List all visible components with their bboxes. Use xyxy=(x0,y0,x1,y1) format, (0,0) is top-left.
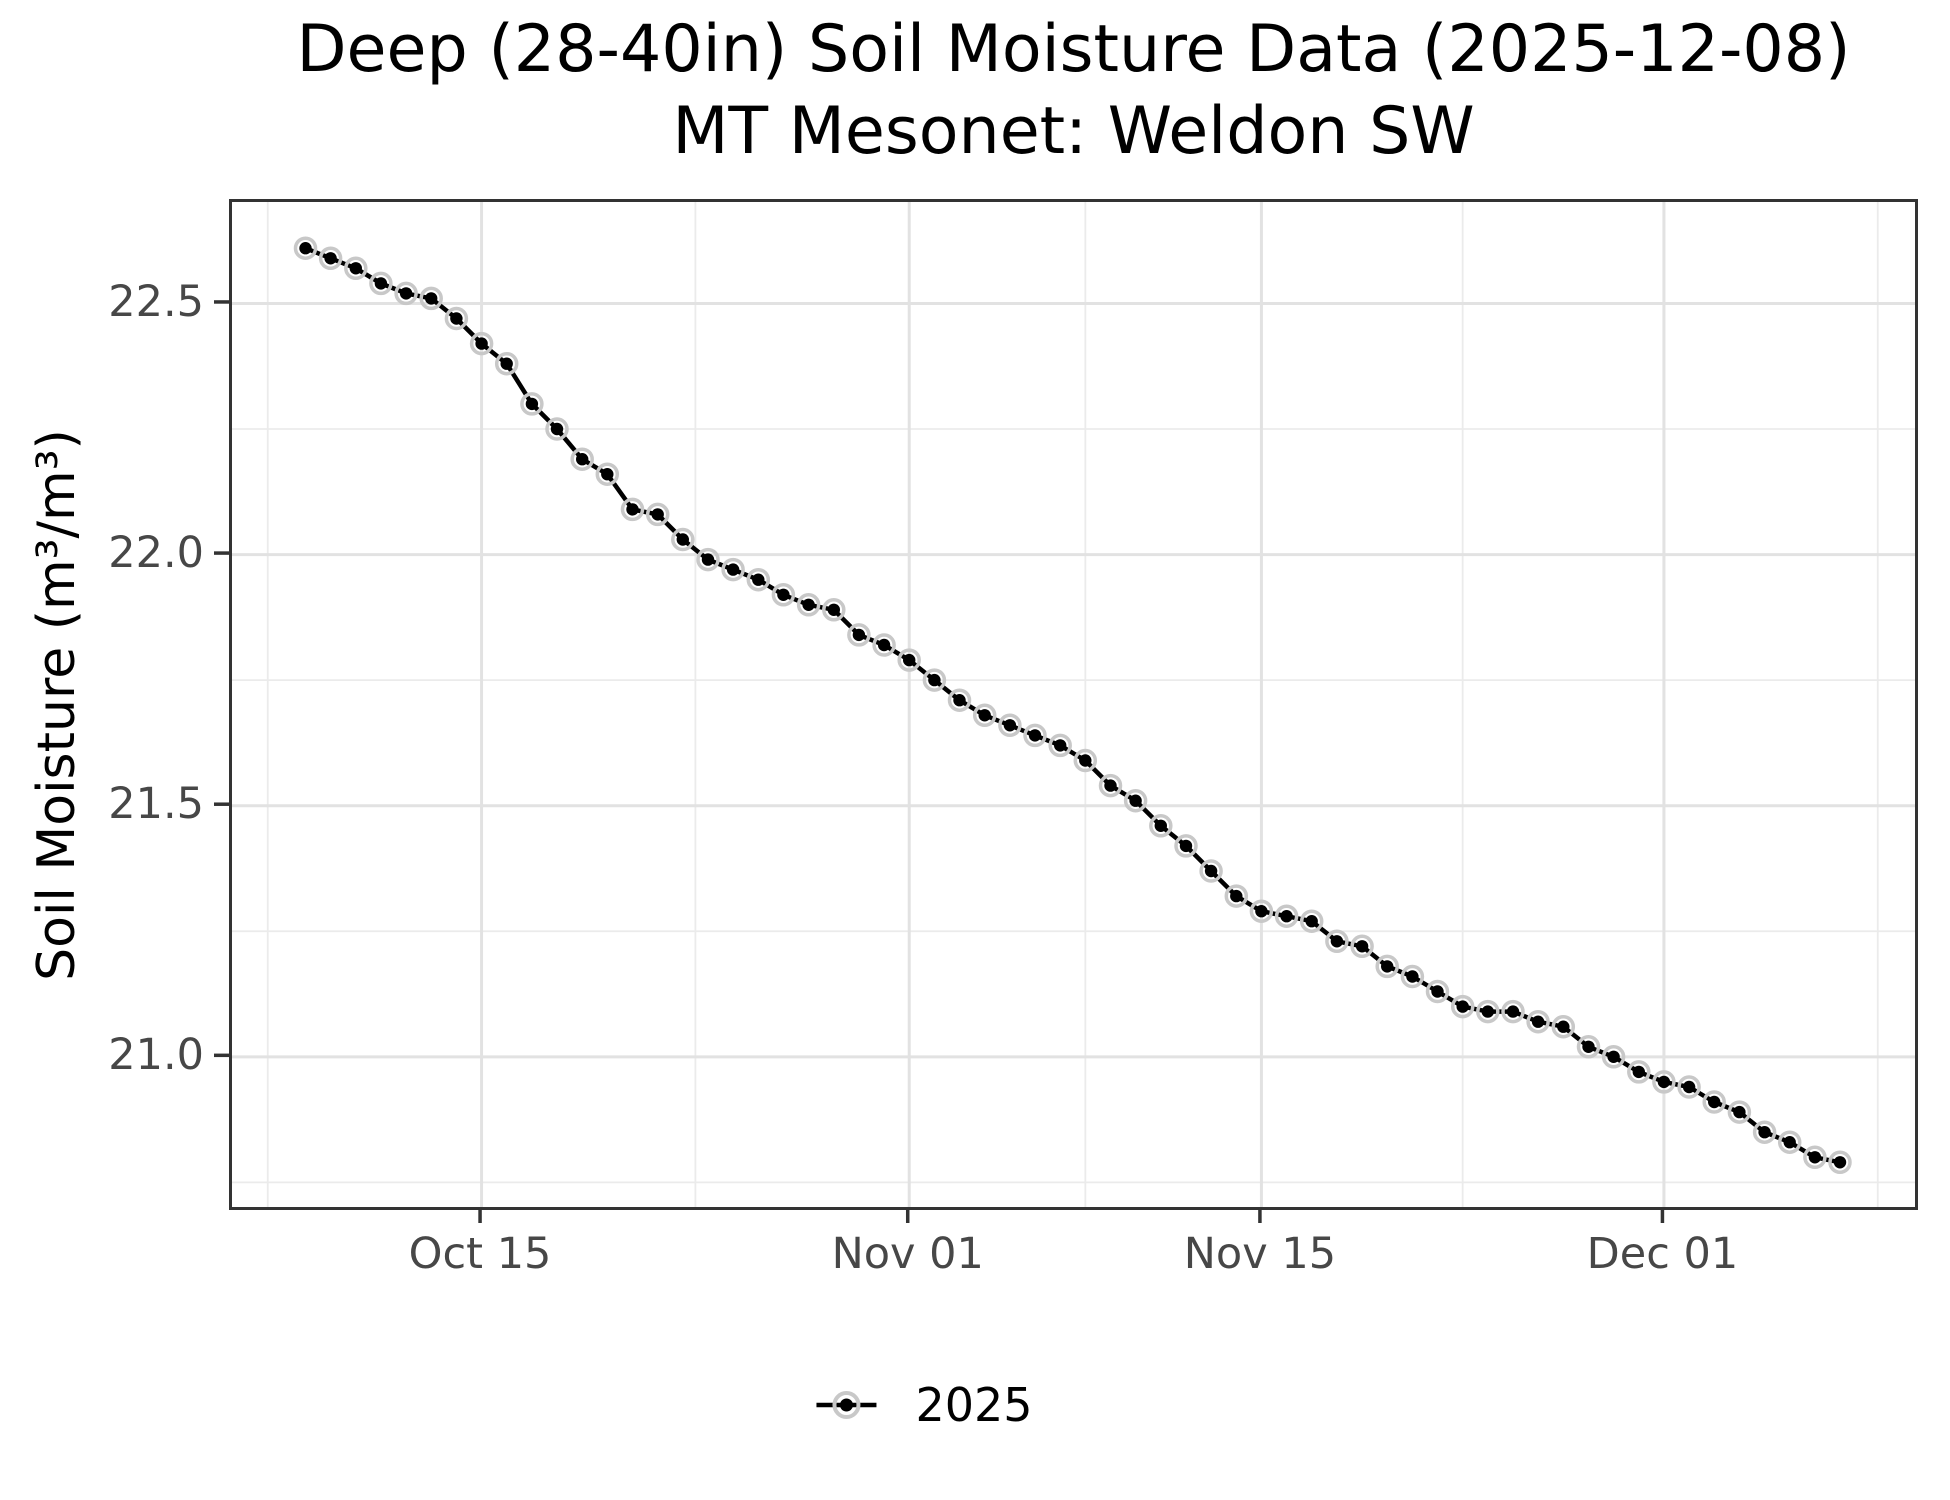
data-line xyxy=(303,245,1843,1165)
x-tick-label: Nov 15 xyxy=(1183,1229,1337,1279)
chart-title-line1: Deep (28-40in) Soil Moisture Data (2025-… xyxy=(296,12,1851,87)
data-points xyxy=(299,242,1847,1169)
y-tick-label: 21.5 xyxy=(108,779,204,830)
x-tick-label: Dec 01 xyxy=(1586,1229,1739,1279)
grid-major xyxy=(232,202,1915,1207)
line-chart-svg xyxy=(232,202,1915,1207)
grid-minor xyxy=(232,202,1915,1207)
y-axis-title: Soil Moisture (m³/m³) xyxy=(27,429,87,981)
data-point-halos xyxy=(293,236,1852,1175)
legend-label: 2025 xyxy=(915,1378,1033,1432)
legend: 2025 xyxy=(815,1378,1033,1432)
chart-title-line2: MT Mesonet: Weldon SW xyxy=(672,94,1475,169)
y-tick-label: 22.0 xyxy=(108,528,204,579)
chart-title: Deep (28-40in) Soil Moisture Data (2025-… xyxy=(229,9,1918,173)
plot-panel xyxy=(229,199,1918,1210)
x-tick-label: Nov 01 xyxy=(831,1229,984,1279)
y-tick-label: 21.0 xyxy=(108,1030,204,1081)
legend-key-icon xyxy=(816,1391,877,1419)
x-tick-label: Oct 15 xyxy=(408,1229,552,1279)
y-tick-label: 22.5 xyxy=(108,276,204,327)
